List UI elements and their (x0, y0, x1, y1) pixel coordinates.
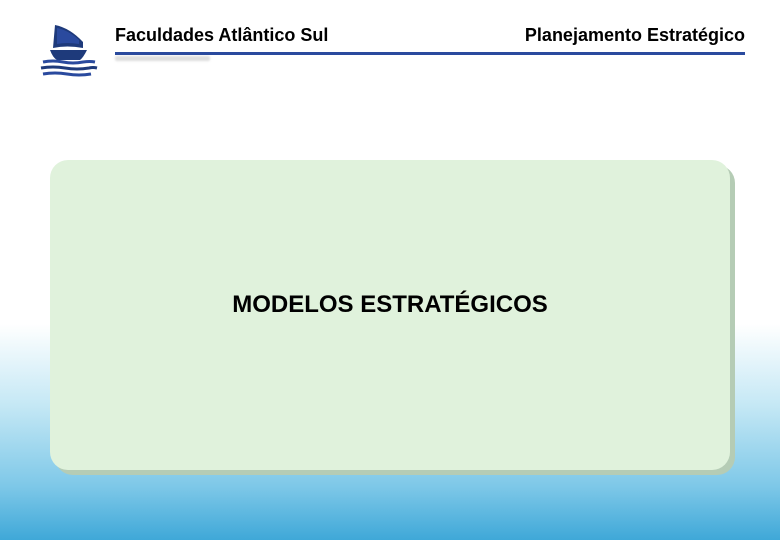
slide-container: Faculdades Atlântico Sul Planejamento Es… (0, 0, 780, 540)
course-name: Planejamento Estratégico (525, 25, 745, 46)
content-panel: MODELOS ESTRATÉGICOS (50, 160, 730, 470)
header-underline (115, 52, 745, 55)
ship-icon (35, 20, 100, 80)
slide-header: Faculdades Atlântico Sul Planejamento Es… (0, 0, 780, 80)
header-text-row: Faculdades Atlântico Sul Planejamento Es… (115, 20, 745, 46)
institution-logo (35, 20, 100, 80)
header-underline-shadow (115, 56, 210, 61)
slide-title: MODELOS ESTRATÉGICOS (232, 291, 548, 319)
institution-name: Faculdades Atlântico Sul (115, 25, 328, 46)
